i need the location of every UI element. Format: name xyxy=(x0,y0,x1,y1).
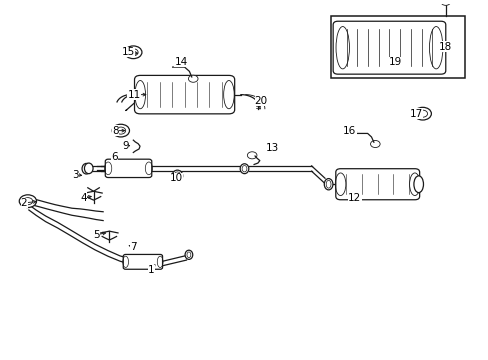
Circle shape xyxy=(116,127,125,134)
Text: 18: 18 xyxy=(438,42,451,51)
Text: 12: 12 xyxy=(347,193,361,203)
Ellipse shape xyxy=(413,176,423,193)
Text: 17: 17 xyxy=(408,109,422,119)
Ellipse shape xyxy=(184,250,192,259)
Ellipse shape xyxy=(172,170,183,181)
Text: 10: 10 xyxy=(169,173,183,183)
Text: 6: 6 xyxy=(111,152,117,162)
Circle shape xyxy=(128,49,138,56)
Text: 4: 4 xyxy=(81,193,87,203)
Circle shape xyxy=(413,107,430,120)
Ellipse shape xyxy=(174,172,181,180)
Text: 14: 14 xyxy=(174,57,187,67)
FancyBboxPatch shape xyxy=(332,21,445,74)
Circle shape xyxy=(440,0,449,5)
Text: 2: 2 xyxy=(20,198,27,208)
Text: 20: 20 xyxy=(254,96,267,105)
Ellipse shape xyxy=(242,166,246,172)
Ellipse shape xyxy=(240,164,248,174)
Text: 5: 5 xyxy=(93,230,100,240)
Text: 1: 1 xyxy=(147,265,154,275)
FancyBboxPatch shape xyxy=(134,75,234,114)
Circle shape xyxy=(112,124,129,137)
Bar xyxy=(330,16,464,78)
Ellipse shape xyxy=(325,180,330,188)
Circle shape xyxy=(370,140,379,148)
Circle shape xyxy=(19,195,37,207)
Text: 11: 11 xyxy=(127,90,141,100)
Circle shape xyxy=(417,110,427,117)
Circle shape xyxy=(188,75,198,82)
Circle shape xyxy=(247,152,256,159)
Text: 15: 15 xyxy=(122,47,135,57)
Ellipse shape xyxy=(324,179,332,190)
Text: 7: 7 xyxy=(130,242,136,252)
Circle shape xyxy=(124,46,142,59)
Text: 8: 8 xyxy=(112,126,118,136)
Ellipse shape xyxy=(84,163,93,174)
Text: 19: 19 xyxy=(388,57,401,67)
Circle shape xyxy=(23,198,33,205)
Text: 3: 3 xyxy=(72,170,79,180)
FancyBboxPatch shape xyxy=(335,169,419,200)
Ellipse shape xyxy=(186,252,190,258)
Ellipse shape xyxy=(82,163,90,174)
FancyBboxPatch shape xyxy=(123,255,162,269)
FancyBboxPatch shape xyxy=(105,159,151,177)
Text: 9: 9 xyxy=(122,141,129,152)
Text: 13: 13 xyxy=(265,143,278,153)
Text: 16: 16 xyxy=(343,126,356,136)
